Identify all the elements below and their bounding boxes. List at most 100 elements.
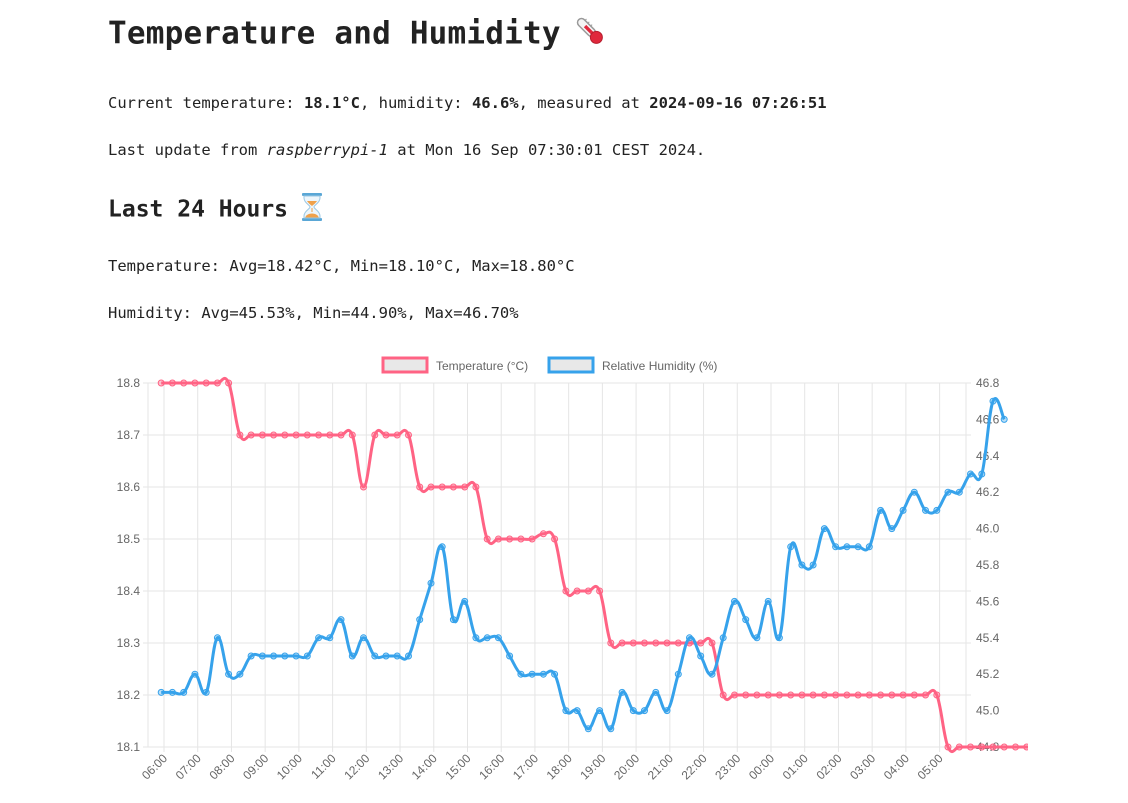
humidity-series-point <box>225 670 233 678</box>
humidity-series-point <box>697 652 705 660</box>
y-tick-label-right: 45.6 <box>976 594 1000 608</box>
temperature-series-point <box>944 743 952 751</box>
humidity-stats: Humidity: Avg=45.53%, Min=44.90%, Max=46… <box>108 304 519 322</box>
x-tick-label: 06:00 <box>139 751 170 782</box>
last-update: Last update from raspberrypi-1 at Mon 16… <box>108 141 705 159</box>
temperature-series-point <box>157 379 165 387</box>
humidity-series-point <box>573 707 581 715</box>
temperature-series-point <box>292 431 300 439</box>
temperature-series-point <box>517 535 525 543</box>
legend-item-humidity-swatch[interactable] <box>547 356 595 374</box>
temperature-series-point <box>820 691 828 699</box>
x-tick-label: 17:00 <box>510 751 541 782</box>
humidity-series-point <box>832 543 840 551</box>
temperature-series-point <box>539 530 547 538</box>
humidity-series-point <box>371 652 379 660</box>
legend-item-humidity[interactable]: Relative Humidity (%) <box>602 359 717 373</box>
humidity-series-point <box>787 543 795 551</box>
temperature-series-point <box>663 639 671 647</box>
thermometer-icon <box>573 14 607 56</box>
temperature-series-point <box>596 587 604 595</box>
humidity-series-point <box>472 634 480 642</box>
humidity-series-point <box>955 488 963 496</box>
temperature-series-point <box>416 483 424 491</box>
humidity-series-point <box>1000 415 1008 423</box>
humidity-series-point <box>843 543 851 551</box>
temperature-series-point <box>236 431 244 439</box>
temperature-series-point <box>955 743 963 751</box>
temperature-series-point <box>978 743 986 751</box>
current-prefix: Current temperature: <box>108 94 304 112</box>
humidity-series-point <box>180 688 188 696</box>
humidity-series-point <box>922 506 929 514</box>
legend-item-temperature-swatch[interactable] <box>381 356 429 374</box>
temperature-series-point <box>832 691 840 699</box>
temperature-series-point <box>360 483 367 491</box>
temperature-series-point <box>337 431 345 439</box>
temperature-series-point <box>1012 743 1019 751</box>
x-tick-label: 14:00 <box>409 751 440 782</box>
legend-item-temperature[interactable]: Temperature (°C) <box>436 359 528 373</box>
update-prefix: Last update from <box>108 141 267 159</box>
humidity-series-point <box>461 597 469 605</box>
x-tick-label: 07:00 <box>173 751 204 782</box>
temperature-series-point <box>393 431 401 439</box>
temperature-series-point <box>528 535 536 543</box>
x-tick-label: 00:00 <box>746 751 777 782</box>
temperature-series-point <box>348 431 356 439</box>
humidity-series-point <box>764 597 772 605</box>
x-tick-label: 04:00 <box>881 751 912 782</box>
temperature-series-point <box>1023 743 1028 751</box>
temperature-series-point <box>854 691 862 699</box>
humidity-series-point <box>157 688 165 696</box>
humidity-series-point <box>247 652 255 660</box>
x-tick-label: 01:00 <box>780 751 811 782</box>
humidity-series-point <box>517 670 525 678</box>
temperature-series-point <box>573 587 581 595</box>
y-tick-label-right: 45.2 <box>976 667 1000 681</box>
humidity-series-point <box>686 634 693 642</box>
y-tick-label-left: 18.4 <box>117 584 141 598</box>
temperature-series-point <box>933 691 941 699</box>
temperature-series-point <box>899 691 907 699</box>
current-temperature: 18.1°C <box>303 94 360 112</box>
humidity-series-point <box>393 652 401 660</box>
temperature-series-point <box>326 431 334 439</box>
x-tick-label: 18:00 <box>544 751 575 782</box>
humidity-series-point <box>629 707 637 715</box>
y-tick-label-left: 18.3 <box>117 636 141 650</box>
temperature-series-point <box>742 691 750 699</box>
temperature-series-point <box>697 639 705 647</box>
humidity-series-point <box>168 688 176 696</box>
humidity-series-point <box>539 670 547 678</box>
humidity-series-point <box>315 634 323 642</box>
temperature-series-point <box>865 691 873 699</box>
temperature-series-point <box>708 639 716 647</box>
temperature-series-point <box>191 379 199 387</box>
humidity-series-point <box>405 652 412 660</box>
y-tick-label-right: 46.4 <box>976 449 1000 463</box>
humidity-series-point <box>618 688 626 696</box>
humidity-series-point <box>663 707 671 715</box>
current-mid: , humidity: <box>359 94 472 112</box>
x-tick-label: 23:00 <box>712 751 743 782</box>
humidity-series-point <box>596 707 604 715</box>
y-tick-label-right: 46.2 <box>976 485 1000 499</box>
temperature-series-point <box>449 483 457 491</box>
temperature-series-point <box>213 379 221 387</box>
humidity-series-point <box>652 688 660 696</box>
current-reading: Current temperature: 18.1°C, humidity: 4… <box>108 94 827 112</box>
temperature-series-point <box>562 587 570 595</box>
x-tick-label: 15:00 <box>442 751 473 782</box>
measured-at: 2024-09-16 07:26:51 <box>649 94 827 112</box>
temperature-series-point <box>584 587 592 595</box>
humidity-series-point <box>978 470 986 478</box>
temperature-series-point <box>483 535 491 543</box>
x-tick-label: 08:00 <box>206 751 237 782</box>
humidity-series-point <box>191 670 199 678</box>
humidity-series-point <box>438 543 446 551</box>
update-suffix: at Mon 16 Sep 07:30:01 CEST 2024. <box>387 141 706 159</box>
temperature-series-point <box>731 691 738 699</box>
y-tick-label-left: 18.7 <box>117 428 141 442</box>
temperature-series-point <box>247 431 255 439</box>
